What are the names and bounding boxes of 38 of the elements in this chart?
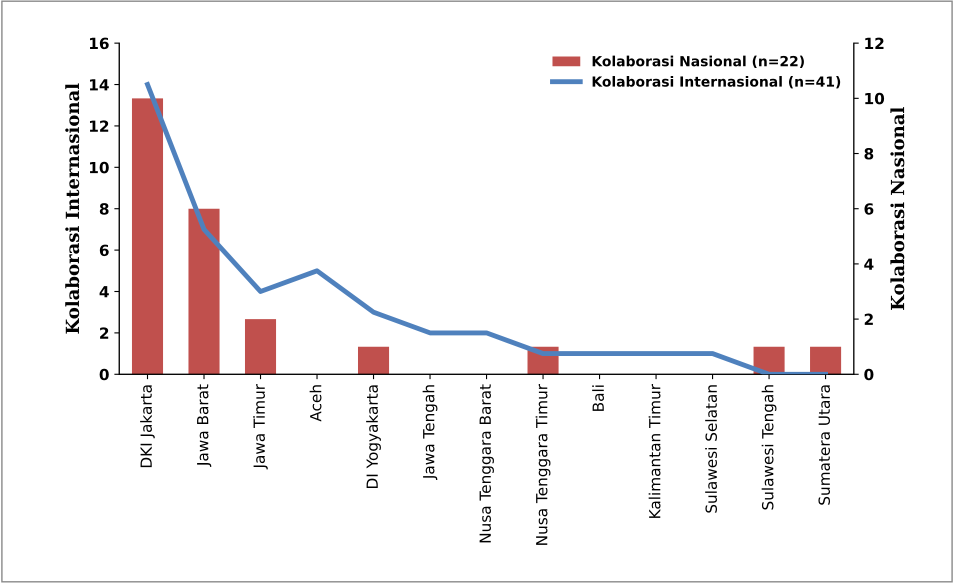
y2-tick-label: 4 [864, 258, 874, 270]
x-tick-label: Sulawesi Tengah [762, 385, 776, 510]
x-tick-label: Jawa Timur [253, 384, 268, 470]
y2-tick-label: 0 [864, 368, 874, 380]
y-tick-label: 10 [90, 162, 109, 174]
x-tick-label: Kalimantan Timur [648, 384, 660, 518]
x-tick-label: Sulawesi Selatan [705, 385, 717, 513]
x-tick-label: Aceh [310, 385, 322, 422]
x-tick-label: Sumatera Utara [818, 385, 830, 505]
x-tick-label: DI Yogyakarta [366, 385, 381, 488]
y-axis-title: Kolaborasi Internasional [65, 83, 80, 334]
x-tick-label: Bali [592, 385, 604, 411]
x-tick-label: Nusa Tenggara Barat [480, 384, 494, 542]
y2-tick-label: 10 [865, 92, 884, 104]
x-tick-label: Jawa Barat [197, 384, 212, 467]
bar [358, 346, 390, 374]
y-tick-label: 4 [100, 286, 109, 298]
y2-tick-label: 2 [864, 314, 873, 325]
y-tick-label: 14 [90, 79, 109, 90]
y2-tick-label: 12 [865, 38, 884, 49]
y2-tick-label: 8 [864, 148, 874, 160]
legend-label: Kolaborasi Internasional (n=41) [592, 76, 840, 88]
x-tick-label: Jawa Tengah [422, 385, 438, 480]
y2-axis-title: Kolaborasi Nasional [890, 107, 904, 310]
y2-tick-label: 6 [864, 203, 874, 215]
bar [810, 346, 842, 374]
y-tick-label: 0 [100, 368, 109, 380]
y-tick-label: 6 [100, 244, 109, 256]
x-tick-label: DKI Jakarta [140, 385, 155, 468]
legend-label: Kolaborasi Nasional (n=22) [592, 56, 804, 68]
y-tick-label: 2 [100, 327, 108, 339]
y-tick-label: 16 [90, 38, 109, 50]
bar [188, 208, 220, 374]
bar [132, 98, 164, 374]
x-tick-label: Nusa Tenggara Timur [536, 384, 550, 545]
bar [244, 319, 276, 374]
y-tick-label: 12 [90, 120, 108, 132]
y-tick-label: 8 [100, 203, 109, 215]
